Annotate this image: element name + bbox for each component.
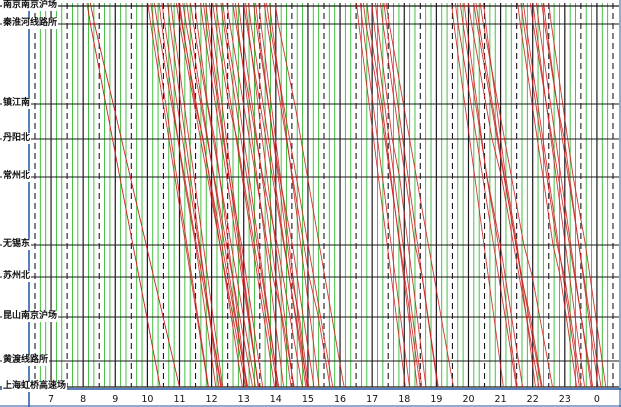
train-path — [186, 2, 248, 388]
train-path — [467, 2, 540, 388]
train-path — [475, 2, 543, 388]
hour-label: 19 — [430, 394, 443, 405]
train-path — [371, 2, 423, 388]
train-path — [253, 2, 315, 388]
hour-label: 20 — [462, 394, 475, 405]
train-path — [356, 2, 406, 388]
train-path — [383, 2, 439, 388]
train-path — [532, 2, 586, 388]
train-path — [161, 2, 222, 388]
hour-label: 8 — [80, 394, 87, 405]
train-path — [167, 2, 220, 388]
hour-label: 21 — [494, 394, 507, 405]
train-path — [182, 2, 254, 388]
train-path — [255, 2, 310, 388]
train-path — [175, 2, 247, 388]
station-grid — [0, 5, 619, 388]
train-path — [385, 2, 454, 388]
hour-label: 13 — [237, 394, 250, 405]
train-path — [463, 2, 518, 388]
train-path — [170, 2, 224, 388]
train-path — [86, 2, 161, 388]
hour-label: 9 — [112, 394, 119, 405]
train-path — [522, 2, 580, 388]
hour-label: 18 — [398, 394, 411, 405]
station-label-suzhou-bei: 苏州北 — [2, 271, 32, 282]
train-path — [541, 2, 602, 388]
station-label-kunshan-nan: 昆山南京沪场 — [2, 311, 59, 322]
train-paths — [86, 2, 607, 388]
train-path — [375, 2, 427, 388]
train-path — [89, 2, 180, 388]
station-label-zhenjiang-nan: 镇江南 — [2, 98, 32, 109]
train-path — [245, 2, 294, 388]
train-path — [234, 2, 285, 388]
station-label-changzhou-bei: 常州北 — [2, 171, 32, 182]
train-path — [454, 2, 517, 388]
hour-label: 0 — [593, 394, 600, 405]
station-label-danyang-bei: 丹阳北 — [2, 133, 32, 144]
hour-label: 10 — [141, 394, 154, 405]
train-path — [208, 2, 259, 388]
train-path — [529, 2, 594, 388]
hour-label: 23 — [558, 394, 571, 405]
station-label-huangdu: 黄渡线路所 — [2, 355, 50, 366]
hour-label: 11 — [173, 394, 186, 405]
station-label-nanjing-nan: 南京南京沪场 — [2, 0, 59, 11]
train-path — [359, 2, 410, 388]
train-path — [263, 2, 331, 388]
station-label-wuxi-dong: 无锡东 — [2, 239, 32, 250]
train-path — [269, 2, 320, 388]
train-path — [150, 2, 209, 388]
train-path — [266, 2, 334, 388]
train-path — [222, 2, 279, 388]
train-path — [548, 2, 607, 388]
train-path — [212, 2, 278, 388]
station-label-shanghai-hongqiao: 上海虹桥高速场 — [2, 381, 68, 392]
train-path — [258, 2, 308, 388]
train-path — [215, 2, 276, 388]
hour-label: 22 — [526, 394, 539, 405]
train-path — [147, 2, 209, 388]
station-label-qinhuaihe: 秦淮河线路所 — [2, 18, 59, 29]
train-path — [520, 2, 582, 388]
train-path — [459, 2, 524, 388]
half-hour-grid — [34, 3, 614, 387]
train-path — [158, 2, 217, 388]
train-path — [535, 2, 592, 388]
train-path — [274, 2, 345, 388]
hour-label: 14 — [269, 394, 282, 405]
train-path — [179, 2, 243, 388]
train-path — [517, 2, 578, 388]
hour-label: 15 — [301, 394, 314, 405]
train-path — [543, 2, 599, 388]
train-path — [247, 2, 307, 388]
train-path — [243, 2, 309, 388]
train-path — [190, 2, 256, 388]
hour-label: 17 — [366, 394, 379, 405]
train-path — [194, 2, 248, 388]
hour-label: 7 — [48, 394, 55, 405]
train-path — [483, 2, 536, 388]
train-path — [451, 2, 504, 388]
hour-label: 16 — [333, 394, 347, 405]
hour-label: 12 — [205, 394, 218, 405]
train-path — [238, 2, 292, 388]
train-path — [366, 2, 418, 388]
